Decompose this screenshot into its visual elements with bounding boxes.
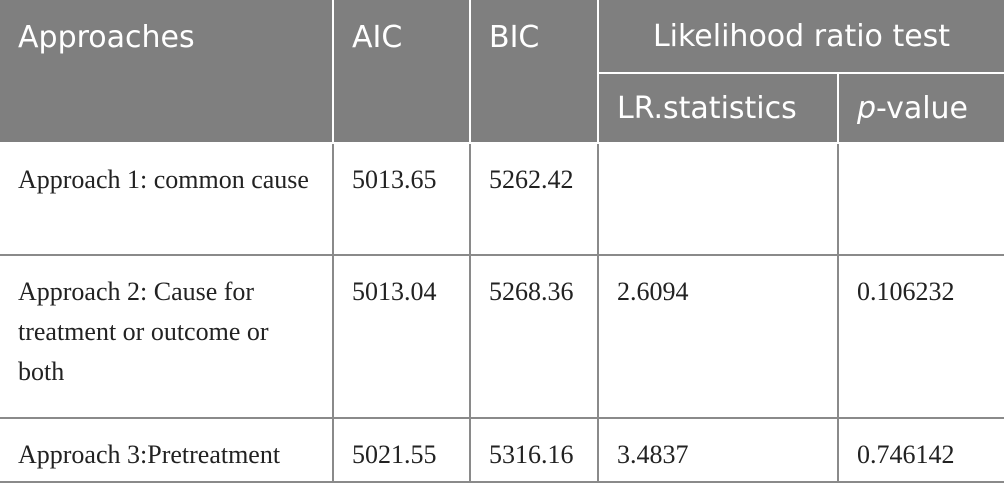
results-table: Approaches AIC BIC Likelihood ratio test… — [0, 0, 1004, 483]
table-cell: Approach 3:Pretreatment — [0, 417, 334, 483]
group-header: Likelihood ratio test — [596, 0, 1004, 74]
table-cell: 5013.65 — [332, 142, 471, 256]
table-row: Approach 2: Cause for treatment or outco… — [0, 254, 1004, 419]
table-body: Approach 1: common cause 5013.65 5262.42 Ap… — [0, 142, 1004, 483]
column-header: Approaches — [0, 0, 334, 144]
sub-header-text: -value — [876, 90, 969, 126]
table-cell: 0.746142 — [836, 417, 1004, 483]
table-cell: 5316.16 — [469, 417, 599, 483]
table-cell — [836, 142, 1004, 256]
table-cell: 5021.55 — [332, 417, 471, 483]
table-cell — [597, 142, 839, 256]
table-cell: 0.106232 — [836, 254, 1004, 419]
table-row: Approach 1: common cause 5013.65 5262.42 — [0, 142, 1004, 256]
sub-header: p-value — [836, 72, 1004, 144]
sub-header: LR.statistics — [598, 72, 839, 144]
table-row: Approach 3:Pretreatment 5021.55 5316.16 3.4… — [0, 417, 1004, 483]
table-cell: 3.4837 — [597, 417, 839, 483]
table-cell: 2.6094 — [597, 254, 839, 419]
table-cell: 5268.36 — [469, 254, 599, 419]
table-cell: Approach 2: Cause for treatment or outco… — [0, 254, 334, 419]
column-header: BIC — [469, 0, 599, 144]
table-cell: 5262.42 — [469, 142, 599, 256]
column-header: AIC — [332, 0, 471, 144]
italic-p: p — [857, 90, 877, 126]
table-cell: Approach 1: common cause — [0, 142, 334, 256]
table-cell: 5013.04 — [332, 254, 471, 419]
